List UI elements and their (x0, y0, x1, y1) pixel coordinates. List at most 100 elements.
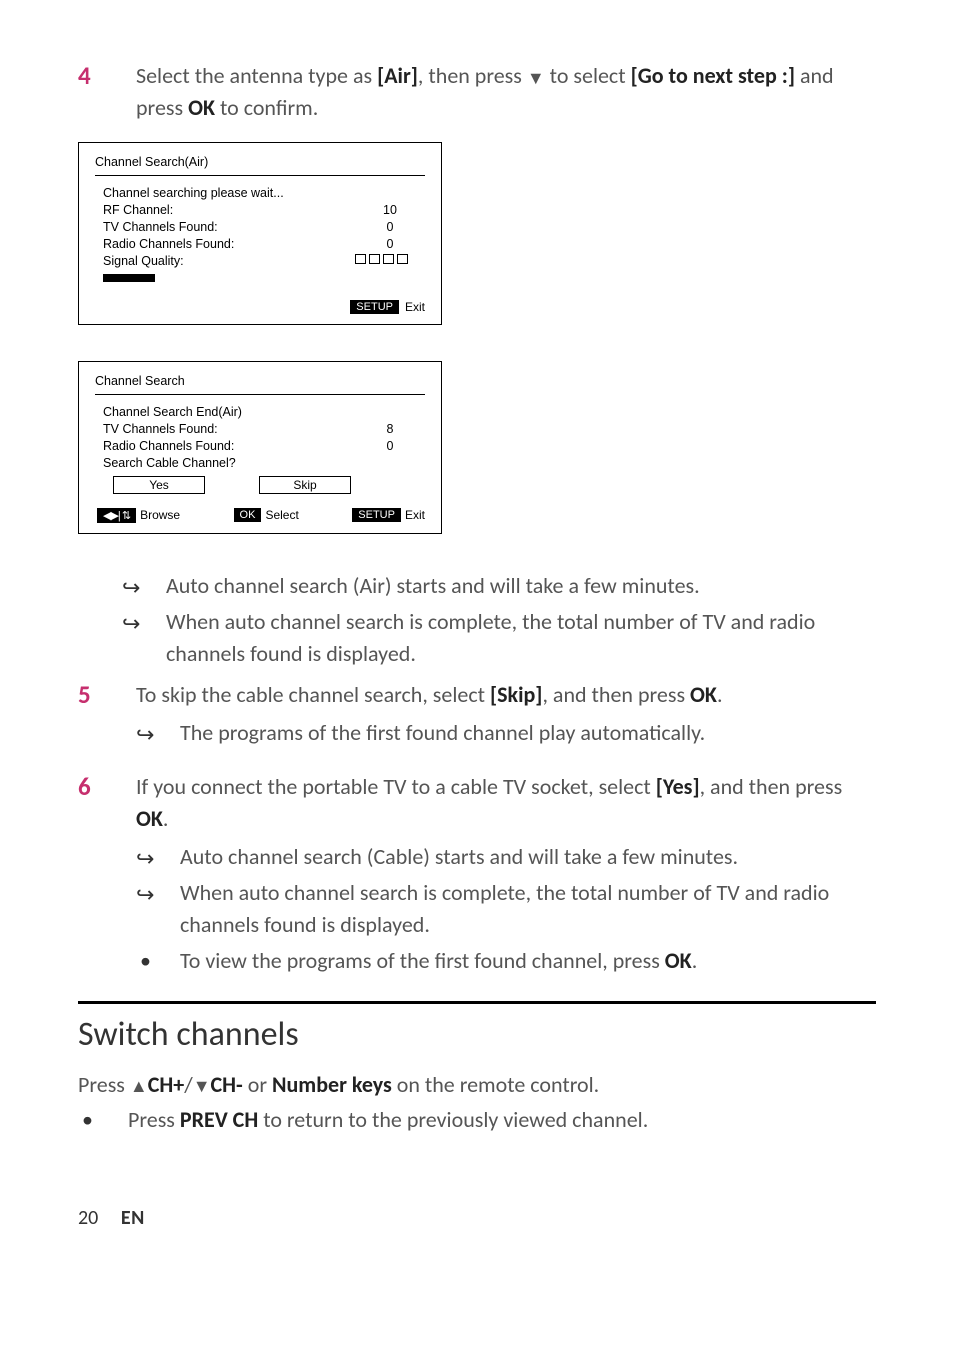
rf-label: RF Channel: (103, 203, 173, 217)
text: , and then press (700, 773, 843, 800)
arrow-icon: ↪ (122, 572, 140, 604)
section-body: Press ▲CH+/▼CH- or Number keys on the re… (78, 1069, 876, 1101)
panel-footer: SETUP Exit (95, 300, 425, 314)
yes-button[interactable]: Yes (113, 476, 205, 494)
panel-divider (95, 394, 425, 395)
tv-found-row: TV Channels Found: 8 (103, 422, 425, 436)
text: on the remote control. (392, 1071, 599, 1098)
tv-found-row: TV Channels Found: 0 (103, 220, 425, 234)
arrow-icon: ↪ (136, 719, 154, 751)
text: When auto channel search is complete, th… (180, 879, 829, 938)
down-triangle-icon: ▼ (193, 1073, 211, 1099)
text: Auto channel search (Cable) starts and w… (180, 843, 738, 870)
progress-bar (103, 274, 155, 282)
result-item: ↪ Auto channel search (Cable) starts and… (136, 841, 876, 873)
text: , then press (418, 62, 527, 89)
text: Auto channel search (Air) starts and wil… (166, 572, 700, 599)
text: . (717, 681, 723, 708)
goto-label: [Go to next step :] (631, 62, 795, 89)
panel-title: Channel Search (95, 374, 425, 388)
section-title: Switch channels (78, 1014, 876, 1055)
ok-pill: OK (234, 508, 262, 522)
select-label: Select (265, 508, 298, 522)
arrow-icon: ↪ (122, 608, 140, 640)
tv-found-value: 0 (355, 220, 425, 234)
step-6-body: If you connect the portable TV to a cabl… (136, 771, 876, 980)
rf-row: RF Channel: 10 (103, 203, 425, 217)
exit-label: Exit (405, 300, 425, 314)
nav-arrows-icon: ◀▶| ⇅ (97, 508, 136, 523)
step-number-6: 6 (78, 771, 100, 980)
section-bullets: Press PREV CH to return to the previousl… (78, 1104, 876, 1136)
signal-label: Signal Quality: (103, 254, 184, 268)
end-row: Channel Search End(Air) (103, 405, 425, 419)
page-number: 20 (78, 1206, 98, 1230)
panel-divider (95, 175, 425, 176)
exit-label: Exit (405, 508, 425, 522)
rf-value: 10 (355, 203, 425, 217)
text: to confirm. (215, 94, 318, 121)
step-6-dot-results: To view the programs of the first found … (136, 945, 876, 977)
step-4: 4 Select the antenna type as [Air], then… (78, 60, 876, 124)
browse-label: Browse (140, 508, 180, 522)
text: , and then press (542, 681, 690, 708)
button-row: Yes Skip (113, 476, 425, 494)
ok-label: OK (665, 947, 692, 974)
signal-box-icon (355, 254, 366, 264)
tv-found-value: 8 (355, 422, 425, 436)
arrow-icon: ↪ (136, 879, 154, 911)
text: to return to the previously viewed chann… (258, 1106, 648, 1133)
step-6-results: ↪ Auto channel search (Cable) starts and… (136, 841, 876, 941)
result-item: ↪ When auto channel search is complete, … (122, 606, 876, 670)
signal-box-icon (397, 254, 408, 264)
radio-found-row: Radio Channels Found: 0 (103, 237, 425, 251)
radio-found-label: Radio Channels Found: (103, 439, 234, 453)
text: The programs of the first found channel … (180, 719, 705, 746)
text: Select the antenna type as (136, 62, 377, 89)
ok-label: OK (690, 681, 717, 708)
text: . (163, 805, 169, 832)
section-rule (78, 1001, 876, 1004)
text: Press (128, 1106, 180, 1133)
step-5: 5 To skip the cable channel search, sele… (78, 679, 876, 753)
bullet-item: Press PREV CH to return to the previousl… (78, 1104, 876, 1136)
ch-plus-label: CH+ (148, 1071, 184, 1098)
tv-found-label: TV Channels Found: (103, 220, 218, 234)
radio-found-value: 0 (355, 439, 425, 453)
text: To view the programs of the first found … (180, 947, 665, 974)
ok-label: OK (188, 94, 215, 121)
channel-search-end-panel: Channel Search Channel Search End(Air) T… (78, 361, 442, 534)
text: To skip the cable channel search, select (136, 681, 490, 708)
panel-title: Channel Search(Air) (95, 155, 425, 169)
end-label: Channel Search End(Air) (103, 405, 242, 419)
text: . (692, 947, 698, 974)
result-item: ↪ The programs of the first found channe… (136, 717, 876, 749)
step-5-body: To skip the cable channel search, select… (136, 679, 876, 753)
cable-label: Search Cable Channel? (103, 456, 236, 470)
page-footer: 20 EN (78, 1206, 876, 1230)
result-item: ↪ Auto channel search (Air) starts and w… (122, 570, 876, 602)
step-number-4: 4 (78, 60, 100, 124)
signal-row: Signal Quality: (103, 254, 425, 268)
up-triangle-icon: ▲ (130, 1073, 148, 1099)
arrow-icon: ↪ (136, 843, 154, 875)
radio-found-row: Radio Channels Found: 0 (103, 439, 425, 453)
setup-pill: SETUP (352, 508, 401, 522)
step-5-results: ↪ The programs of the first found channe… (136, 717, 876, 749)
cable-row: Search Cable Channel? (103, 456, 425, 470)
step-number-5: 5 (78, 679, 100, 753)
result-item: ↪ When auto channel search is complete, … (136, 877, 876, 941)
skip-button[interactable]: Skip (259, 476, 351, 494)
text: Press (78, 1071, 130, 1098)
channel-search-air-panel: Channel Search(Air) Channel searching pl… (78, 142, 442, 325)
tv-found-label: TV Channels Found: (103, 422, 218, 436)
radio-found-value: 0 (355, 237, 425, 251)
text: When auto channel search is complete, th… (166, 608, 815, 667)
text: to select (545, 62, 631, 89)
step-4-results: ↪ Auto channel search (Air) starts and w… (78, 570, 876, 670)
page-lang: EN (121, 1206, 145, 1230)
text: / (184, 1071, 193, 1098)
ch-minus-label: CH- (211, 1071, 243, 1098)
panel-stack: Channel Search(Air) Channel searching pl… (78, 142, 876, 534)
radio-found-label: Radio Channels Found: (103, 237, 234, 251)
